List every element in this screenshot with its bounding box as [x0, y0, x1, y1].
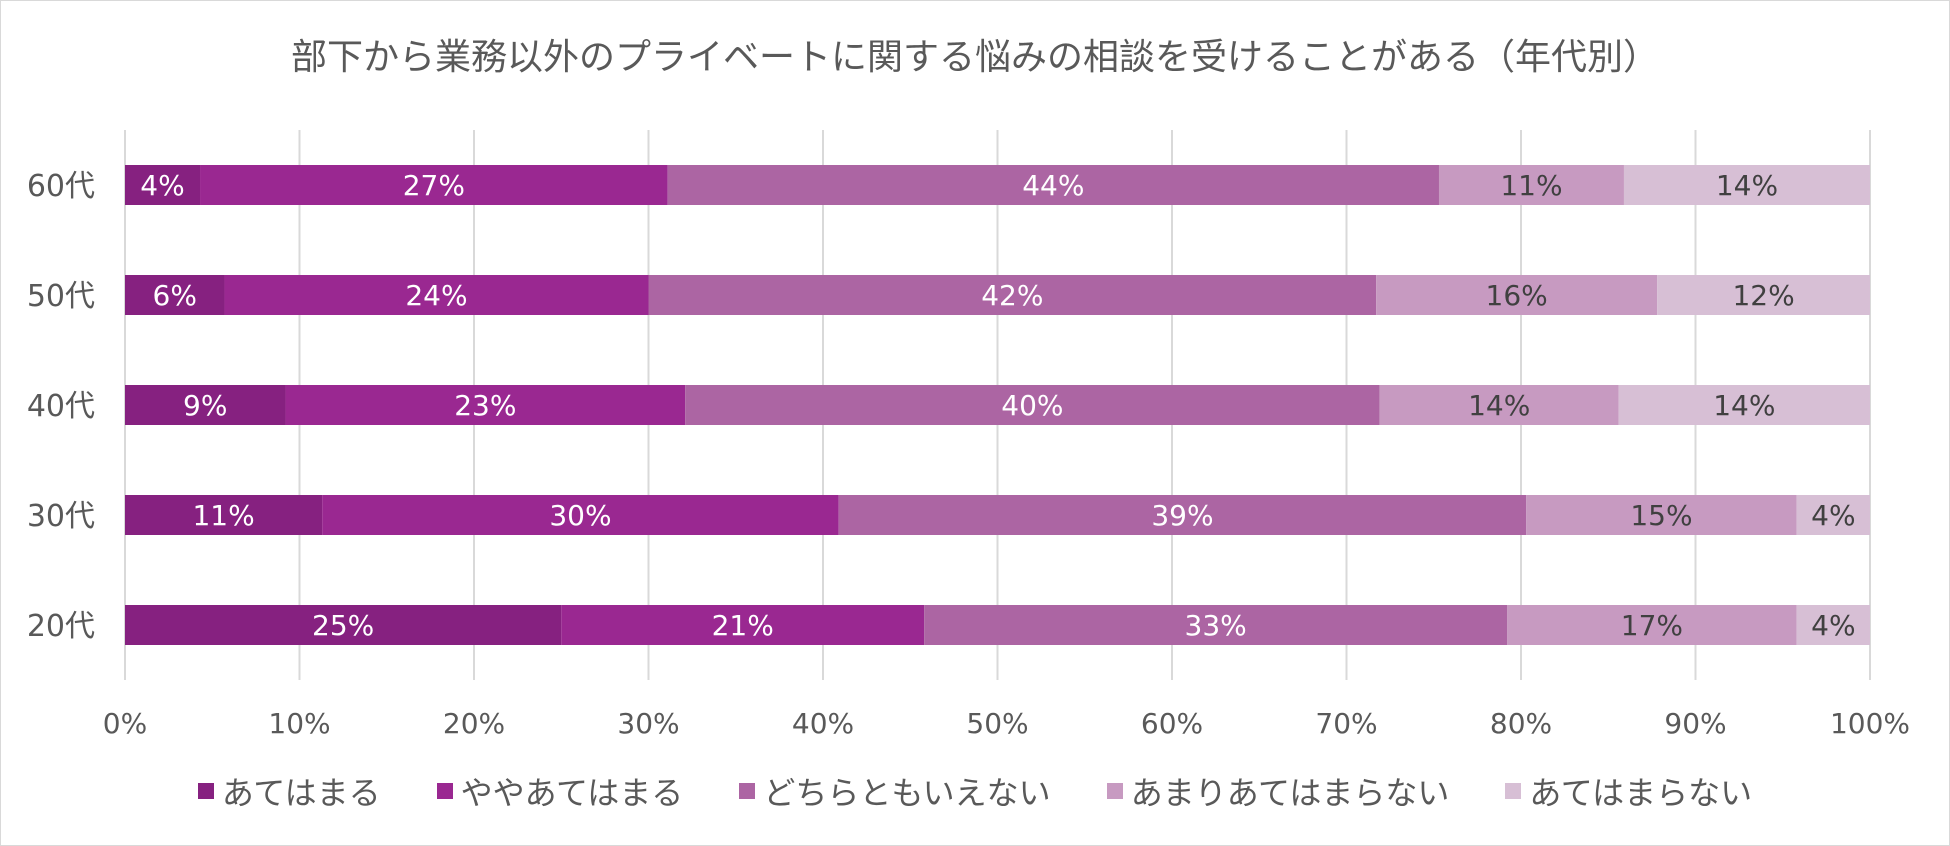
data-label: 12% [1732, 279, 1794, 312]
bar-segment [685, 385, 1380, 425]
x-tick-label: 20% [443, 707, 505, 740]
data-label: 15% [1630, 499, 1692, 532]
legend-swatch [1505, 783, 1522, 799]
bar-segment [125, 495, 323, 535]
data-label: 4% [1811, 499, 1855, 532]
bar-segment [667, 165, 1439, 205]
category-label: 30代 [27, 499, 95, 534]
bar-segment [1796, 605, 1870, 645]
bar-segment [1623, 165, 1870, 205]
bar-segment [1618, 385, 1870, 425]
legend-item: あてはまらない [1505, 768, 1752, 814]
x-tick-label: 50% [966, 707, 1028, 740]
legend-swatch [197, 783, 214, 799]
data-label: 14% [1716, 169, 1778, 202]
category-label: 50代 [27, 279, 95, 314]
legend-label: あまりあてはまらない [1130, 774, 1450, 812]
category-label: 60代 [27, 169, 95, 204]
legend-label: ややあてはまる [460, 774, 684, 812]
bar-segment [125, 165, 201, 205]
bar-segment [1657, 275, 1870, 315]
legend-swatch [739, 783, 756, 799]
data-label: 42% [981, 279, 1043, 312]
data-label: 23% [454, 389, 516, 422]
data-label: 4% [140, 169, 184, 202]
data-label: 16% [1486, 279, 1548, 312]
data-label: 11% [1500, 169, 1562, 202]
legend-label: あてはまらない [1529, 774, 1753, 812]
x-tick-label: 30% [617, 707, 679, 740]
data-label: 33% [1185, 609, 1247, 642]
data-label: 9% [183, 389, 227, 422]
x-tick-label: 0% [103, 707, 147, 740]
data-label: 44% [1022, 169, 1084, 202]
category-label: 20代 [27, 609, 95, 644]
bar-segment [1379, 385, 1619, 425]
data-label: 21% [712, 609, 774, 642]
bar-segment [200, 165, 668, 205]
bar-segment [125, 385, 286, 425]
bar-segment [1796, 495, 1870, 535]
bar-segment [648, 275, 1377, 315]
x-tick-label: 40% [792, 707, 854, 740]
legend-label: あてはまる [221, 774, 381, 812]
legend-label: どちらともいえない [763, 774, 1051, 812]
legend: あてはまる ややあてはまる どちらともいえない あまりあてはまらない あてはまらない [0, 768, 1950, 814]
data-label: 6% [153, 279, 197, 312]
legend-swatch [436, 783, 453, 799]
data-label: 11% [192, 499, 254, 532]
bar-segment [1438, 165, 1624, 205]
chart-title: 部下から業務以外のプライベートに関する悩みの相談を受けることがある（年代別） [290, 37, 1659, 78]
x-tick-label: 90% [1664, 707, 1726, 740]
legend-item: ややあてはまる [436, 768, 684, 814]
bar-segment [322, 495, 839, 535]
data-label: 4% [1811, 609, 1855, 642]
x-tick-label: 70% [1315, 707, 1377, 740]
data-label: 27% [403, 169, 465, 202]
legend-item: あまりあてはまらない [1106, 768, 1450, 814]
data-label: 40% [1001, 389, 1063, 422]
data-label: 39% [1151, 499, 1213, 532]
bar-segment [838, 495, 1527, 535]
data-label: 14% [1468, 389, 1530, 422]
bar-segment [125, 605, 562, 645]
x-tick-label: 60% [1141, 707, 1203, 740]
category-label: 40代 [27, 389, 95, 424]
legend-item: どちらともいえない [739, 768, 1051, 814]
legend-swatch [1106, 783, 1123, 799]
data-label: 14% [1713, 389, 1775, 422]
x-tick-label: 10% [268, 707, 330, 740]
data-label: 25% [312, 609, 374, 642]
x-tick-label: 100% [1830, 707, 1910, 740]
bar-segment [561, 605, 925, 645]
bar-segment [285, 385, 686, 425]
data-label: 17% [1621, 609, 1683, 642]
legend-item: あてはまる [197, 768, 381, 814]
bar-segment [125, 275, 225, 315]
bar-segment [224, 275, 649, 315]
bar-segment [924, 605, 1508, 645]
data-label: 24% [405, 279, 467, 312]
bar-segment [1526, 495, 1797, 535]
data-label: 30% [549, 499, 611, 532]
x-tick-label: 80% [1490, 707, 1552, 740]
bar-segment [1376, 275, 1658, 315]
bar-segment [1507, 605, 1797, 645]
